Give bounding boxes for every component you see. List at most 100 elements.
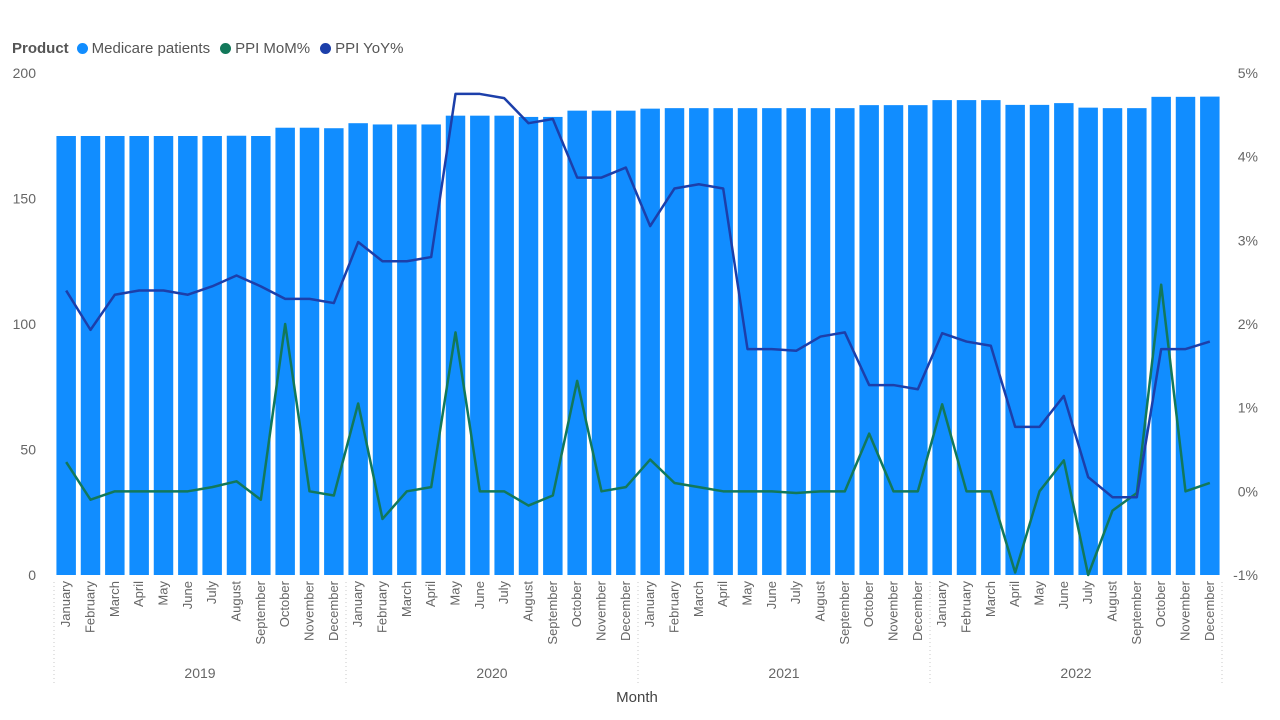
- x-month-label: January: [58, 581, 73, 628]
- bar[interactable]: [932, 100, 952, 576]
- legend-dot-ppi-mom: [220, 42, 232, 54]
- x-month-label: December: [618, 580, 633, 641]
- x-month-label: September: [837, 580, 852, 644]
- x-month-label: March: [983, 581, 998, 617]
- x-month-label: September: [545, 580, 560, 644]
- bar[interactable]: [275, 127, 295, 575]
- x-month-label: December: [1202, 580, 1217, 641]
- legend-item-ppi-yoy[interactable]: PPI YoY%: [320, 40, 403, 57]
- y-left-tick-label: 100: [13, 316, 37, 332]
- legend-title: Product: [12, 39, 69, 57]
- bar[interactable]: [713, 108, 733, 575]
- bar[interactable]: [1151, 96, 1171, 575]
- bar[interactable]: [762, 108, 782, 575]
- bar[interactable]: [1078, 107, 1098, 575]
- bar[interactable]: [786, 108, 806, 575]
- y-left-tick-label: 0: [28, 567, 36, 583]
- bar[interactable]: [178, 136, 198, 575]
- x-month-label: March: [691, 581, 706, 617]
- bar[interactable]: [591, 110, 612, 576]
- legend-dot-medicare: [76, 42, 88, 54]
- bar[interactable]: [226, 135, 247, 575]
- bar[interactable]: [981, 100, 1001, 576]
- x-month-label: March: [107, 581, 122, 617]
- bar[interactable]: [883, 105, 904, 575]
- legend-item-medicare[interactable]: Medicare patients: [76, 39, 211, 57]
- bar[interactable]: [397, 124, 417, 576]
- x-month-label: June: [1056, 581, 1071, 609]
- x-axis-title: Month: [616, 689, 658, 706]
- x-year-label: 2022: [1060, 665, 1091, 681]
- bar[interactable]: [105, 136, 125, 575]
- bar[interactable]: [1200, 96, 1220, 575]
- bar[interactable]: [348, 123, 368, 575]
- bar[interactable]: [689, 108, 709, 575]
- bar[interactable]: [494, 115, 514, 576]
- bar[interactable]: [129, 136, 149, 575]
- x-year-label: 2020: [476, 665, 507, 681]
- x-month-label: October: [861, 580, 876, 627]
- bar[interactable]: [153, 136, 174, 575]
- legend-label-medicare: Medicare patients: [91, 39, 211, 57]
- x-month-label: August: [1105, 581, 1120, 622]
- x-month-label: July: [1080, 581, 1095, 605]
- legend-item-ppi-mom[interactable]: PPI MoM%: [220, 40, 310, 57]
- x-month-label: July: [204, 581, 219, 605]
- bar[interactable]: [251, 136, 271, 575]
- y-right-tick-label: 4%: [1238, 149, 1258, 165]
- y-left-tick-label: 50: [20, 442, 36, 458]
- x-month-label: February: [83, 581, 98, 634]
- x-month-label: August: [521, 581, 536, 622]
- bar[interactable]: [421, 124, 441, 576]
- x-month-label: September: [1129, 580, 1144, 644]
- bar[interactable]: [859, 105, 879, 575]
- bar[interactable]: [518, 116, 539, 576]
- bar[interactable]: [372, 124, 393, 576]
- legend: Product Medicare patients PPI MoM% PPI Y…: [12, 38, 413, 58]
- bar[interactable]: [1175, 96, 1196, 575]
- y-right-axis: -1% 0% 1% 2% 3% 4% 5%: [1233, 65, 1258, 583]
- bar[interactable]: [470, 115, 490, 576]
- y-right-tick-label: -1%: [1233, 567, 1258, 583]
- bar[interactable]: [56, 136, 76, 575]
- x-month-label: July: [788, 581, 803, 605]
- bar[interactable]: [1127, 108, 1147, 575]
- x-month-label: December: [910, 580, 925, 641]
- bar[interactable]: [1005, 104, 1025, 575]
- x-month-label: October: [1153, 580, 1168, 627]
- x-month-label: April: [131, 581, 146, 607]
- bar[interactable]: [908, 105, 928, 575]
- y-right-tick-label: 5%: [1238, 65, 1258, 81]
- x-month-label: June: [180, 581, 195, 609]
- bar[interactable]: [956, 100, 977, 576]
- x-month-label: August: [229, 581, 244, 622]
- x-month-label: January: [934, 581, 949, 628]
- bar[interactable]: [324, 128, 344, 575]
- bar[interactable]: [543, 116, 563, 576]
- bar[interactable]: [1102, 108, 1123, 575]
- x-month-label: January: [350, 581, 365, 628]
- bar[interactable]: [80, 136, 101, 575]
- x-month-label: January: [642, 581, 657, 628]
- bar[interactable]: [445, 115, 466, 576]
- y-right-tick-label: 1%: [1238, 400, 1258, 416]
- bar[interactable]: [616, 110, 636, 576]
- bar[interactable]: [202, 136, 222, 575]
- x-month-label: May: [448, 581, 463, 606]
- bar[interactable]: [1029, 104, 1050, 575]
- y-right-tick-label: 0%: [1238, 483, 1258, 499]
- bar[interactable]: [664, 108, 685, 575]
- bar[interactable]: [1054, 103, 1074, 576]
- bar[interactable]: [299, 127, 320, 575]
- x-month-label: April: [1007, 581, 1022, 607]
- line-ppi-yoy[interactable]: [65, 92, 1211, 499]
- bar[interactable]: [640, 108, 660, 575]
- bar[interactable]: [835, 108, 855, 575]
- line-ppi-mom[interactable]: [65, 283, 1211, 577]
- bar[interactable]: [567, 110, 587, 576]
- x-axis: January February March April May June July Augu…: [53, 580, 1223, 685]
- x-month-label: December: [326, 580, 341, 641]
- x-month-label: November: [594, 580, 609, 641]
- bar[interactable]: [810, 108, 831, 575]
- x-month-label: February: [959, 581, 974, 634]
